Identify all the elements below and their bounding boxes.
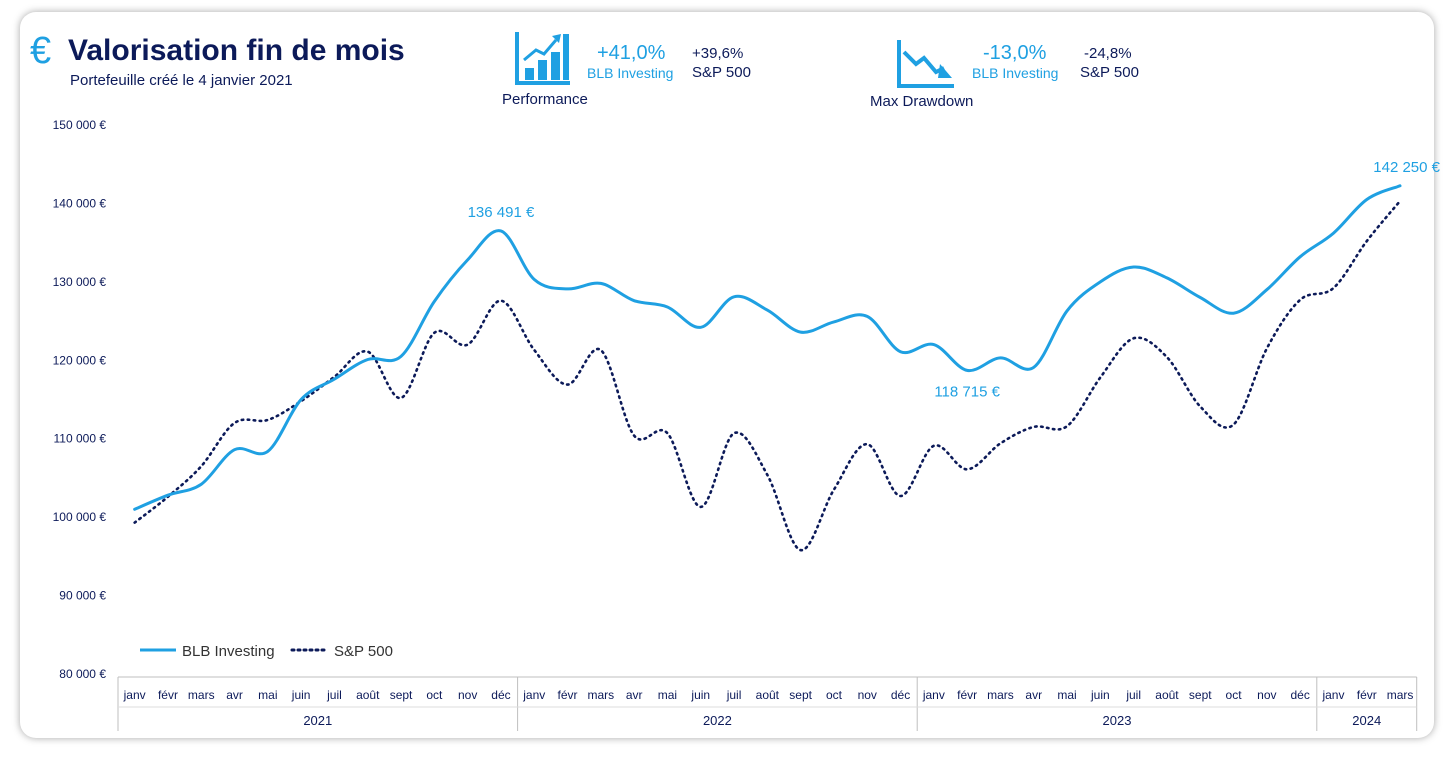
- drawdown-caption: Max Drawdown: [870, 93, 974, 110]
- year-label: 2021: [303, 713, 332, 728]
- performance-caption: Performance: [502, 91, 588, 108]
- x-tick-label: août: [1155, 688, 1179, 702]
- x-tick-label: janv: [1321, 688, 1344, 702]
- y-tick-label: 80 000 €: [59, 667, 106, 681]
- performance-bench-value: +39,6%: [692, 45, 744, 62]
- y-tick-label: 90 000 €: [59, 589, 106, 603]
- x-tick-label: juil: [326, 688, 342, 702]
- x-tick-label: avr: [1025, 688, 1042, 702]
- x-tick-label: sept: [390, 688, 413, 702]
- performance-bench-label: S&P 500: [692, 64, 751, 81]
- x-tick-label: nov: [458, 688, 477, 702]
- year-label: 2023: [1103, 713, 1132, 728]
- x-tick-label: déc: [491, 688, 510, 702]
- x-tick-label: août: [356, 688, 380, 702]
- series-layer: [133, 184, 1402, 552]
- year-label: 2024: [1352, 713, 1381, 728]
- x-tick-label: janv: [922, 688, 945, 702]
- x-tick-label: nov: [858, 688, 877, 702]
- x-tick-label: sept: [1189, 688, 1212, 702]
- x-axis: janv févr mars avr mai juin juil août sept oct nov…: [117, 676, 1418, 731]
- x-tick-label: oct: [826, 688, 843, 702]
- x-tick-label: juil: [726, 688, 742, 702]
- series-line-sp500: [133, 199, 1402, 552]
- x-tick-label: juin: [1090, 688, 1110, 702]
- data-label: 136 491 €: [468, 204, 535, 221]
- x-tick-label: févr: [158, 688, 178, 702]
- chart-card: [20, 12, 1434, 738]
- x-tick-label: déc: [891, 688, 910, 702]
- x-tick-label: août: [756, 688, 780, 702]
- data-label: 118 715 €: [934, 383, 1000, 400]
- x-tick-label: déc: [1290, 688, 1309, 702]
- drawdown-value: -13,0%: [983, 42, 1047, 64]
- y-tick-label: 110 000 €: [54, 432, 107, 446]
- x-tick-label: avr: [226, 688, 243, 702]
- drawdown-bench-value: -24,8%: [1084, 45, 1132, 62]
- page-title: Valorisation fin de mois: [68, 34, 405, 67]
- bar-chart-up-icon: [515, 32, 570, 85]
- year-label: 2022: [703, 713, 732, 728]
- x-tick-label: mars: [1387, 688, 1414, 702]
- y-axis: 80 000 € 90 000 € 100 000 € 110 000 € 120 00…: [53, 118, 107, 681]
- x-tick-label: mars: [987, 688, 1014, 702]
- line-chart-down-icon: [897, 40, 954, 88]
- series-line-blb-investing: [133, 184, 1402, 511]
- annotation-layer: 136 491 € 118 715 € 142 250 €: [468, 159, 1441, 401]
- x-tick-label: févr: [957, 688, 977, 702]
- x-tick-label: oct: [1226, 688, 1243, 702]
- x-tick-label: mars: [588, 688, 615, 702]
- x-tick-label: mars: [188, 688, 215, 702]
- x-tick-label: sept: [789, 688, 812, 702]
- x-tick-label: janv: [522, 688, 545, 702]
- x-tick-label: févr: [1357, 688, 1377, 702]
- y-tick-label: 140 000 €: [53, 196, 107, 210]
- chart-legend: BLB Investing S&P 500: [140, 643, 393, 660]
- legend-label-sp500: S&P 500: [334, 643, 393, 660]
- y-tick-label: 100 000 €: [53, 510, 107, 524]
- x-tick-label: juil: [1125, 688, 1141, 702]
- performance-value: +41,0%: [597, 42, 666, 64]
- x-tick-label: avr: [626, 688, 643, 702]
- y-tick-label: 150 000 €: [53, 118, 107, 132]
- x-tick-label: juin: [690, 688, 710, 702]
- x-tick-label: janv: [123, 688, 146, 702]
- x-tick-label: mai: [658, 688, 677, 702]
- page-subtitle: Portefeuille créé le 4 janvier 2021: [70, 72, 293, 89]
- x-tick-label: févr: [558, 688, 578, 702]
- x-tick-label: oct: [426, 688, 443, 702]
- x-tick-label: mai: [1057, 688, 1076, 702]
- drawdown-value-label: BLB Investing: [972, 65, 1059, 81]
- euro-icon: €: [30, 30, 52, 72]
- x-tick-label: juin: [291, 688, 311, 702]
- x-tick-label: nov: [1257, 688, 1276, 702]
- y-tick-label: 130 000 €: [53, 275, 107, 289]
- legend-label-blb: BLB Investing: [182, 643, 275, 660]
- y-tick-label: 120 000 €: [53, 353, 107, 367]
- x-tick-label: mai: [258, 688, 277, 702]
- performance-value-label: BLB Investing: [587, 65, 674, 81]
- data-label: 142 250 €: [1373, 159, 1440, 176]
- drawdown-bench-label: S&P 500: [1080, 64, 1139, 81]
